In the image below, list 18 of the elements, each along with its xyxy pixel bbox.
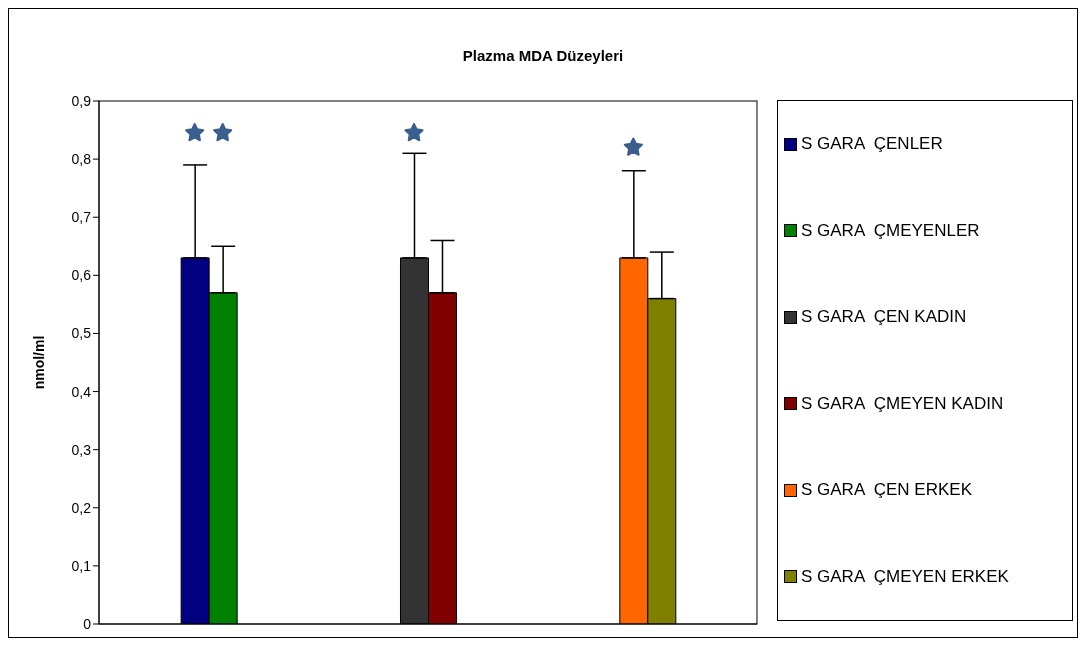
y-tick-label: 0,9 — [71, 92, 92, 109]
y-tick-label: 0,4 — [71, 383, 92, 400]
legend-label: S GARA ÇEN KADIN — [801, 307, 967, 328]
legend-label: S GARA ÇENLER — [801, 134, 943, 155]
chart-title: Plazma MDA Düzeyleri — [461, 47, 625, 64]
legend-label: S GARA ÇMEYENLER — [801, 220, 980, 241]
y-tick-label: 0,3 — [71, 441, 92, 458]
y-tick-label: 0,7 — [71, 209, 92, 226]
legend-label: S GARA ÇMEYEN ERKEK — [801, 566, 1009, 587]
y-tick-label: 0,8 — [71, 151, 92, 168]
y-tick-label: 0 — [83, 615, 92, 632]
y-tick-label: 0,6 — [71, 267, 92, 284]
y-tick-label: 0,5 — [71, 325, 92, 342]
legend-label: S GARA ÇMEYEN KADIN — [801, 393, 1004, 414]
legend-label: S GARA ÇEN ERKEK — [801, 480, 972, 501]
y-tick-label: 0,2 — [71, 499, 92, 516]
y-axis-title: nmol/ml — [30, 335, 47, 390]
y-tick-label: 0,1 — [71, 557, 92, 574]
